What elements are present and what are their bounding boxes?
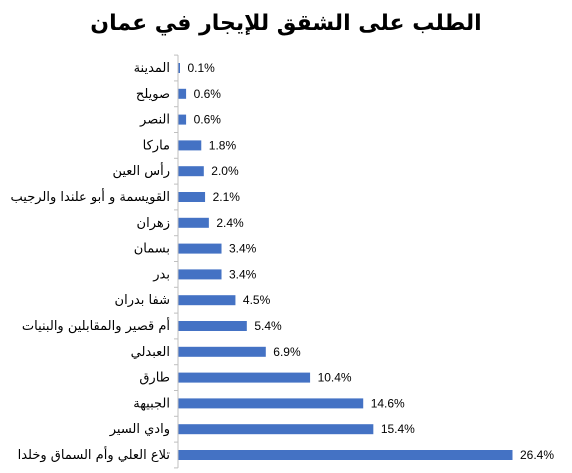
category-label: وادي السير — [109, 422, 170, 437]
value-labels: 0.1% 0.6% 0.6% 1.8% 2.0% 2.1% 2.4% 3.4% 3.4% 4.5%… — [188, 61, 555, 462]
category-label: رأس العين — [112, 162, 170, 179]
data-label: 3.4% — [229, 267, 257, 281]
category-label: بسمان — [134, 242, 170, 257]
chart-title: الطلب على الشقق للإيجار في عمان — [90, 11, 481, 36]
data-label: 4.5% — [243, 293, 271, 307]
data-label: 5.4% — [254, 319, 282, 333]
data-label: 2.1% — [213, 190, 241, 204]
data-label: 0.1% — [188, 61, 216, 75]
bar — [178, 243, 222, 254]
bar — [178, 424, 374, 435]
bar — [178, 140, 202, 151]
bar — [178, 192, 206, 202]
data-label: 1.8% — [209, 138, 237, 152]
bar — [178, 88, 187, 99]
category-label: الجبيهة — [133, 396, 170, 411]
category-label: بدر — [152, 267, 170, 282]
category-label: صويلح — [136, 87, 170, 102]
data-label: 2.4% — [216, 216, 244, 230]
category-labels: المدينة صويلح النصر ماركا رأس العين القويسمة … — [11, 61, 171, 463]
category-label: ماركا — [143, 138, 170, 153]
bars-layer — [178, 63, 513, 460]
category-label: زهران — [137, 216, 170, 231]
bar — [178, 63, 180, 73]
axis-layer — [174, 54, 179, 469]
data-label: 3.4% — [229, 242, 257, 256]
data-label: 0.6% — [194, 113, 222, 127]
data-label: 14.6% — [371, 396, 405, 410]
category-label: النصر — [139, 113, 170, 128]
bar — [178, 450, 513, 460]
category-label: العبدلي — [131, 345, 170, 360]
bar — [178, 269, 222, 280]
bar — [178, 346, 266, 357]
data-label: 26.4% — [520, 448, 554, 462]
data-label: 2.0% — [211, 164, 239, 178]
bar — [178, 217, 209, 228]
data-label: 10.4% — [318, 371, 352, 385]
bar — [178, 295, 236, 306]
data-label: 6.9% — [273, 345, 301, 359]
category-label: القويسمة و أبو علندا والرجيب — [11, 188, 171, 205]
category-label: طارق — [139, 371, 170, 386]
category-label: شفا بدران — [115, 293, 170, 308]
data-label: 0.6% — [194, 87, 222, 101]
bar — [178, 398, 364, 409]
category-label: أم قصير والمقابلين والبنيات — [22, 317, 170, 334]
bar — [178, 321, 247, 331]
category-label: تلاع العلي وأم السماق وخلدا — [18, 446, 171, 463]
data-label: 15.4% — [381, 422, 415, 436]
category-label: المدينة — [134, 61, 170, 76]
bar — [178, 166, 204, 177]
bar — [178, 114, 187, 125]
bar — [178, 372, 311, 383]
